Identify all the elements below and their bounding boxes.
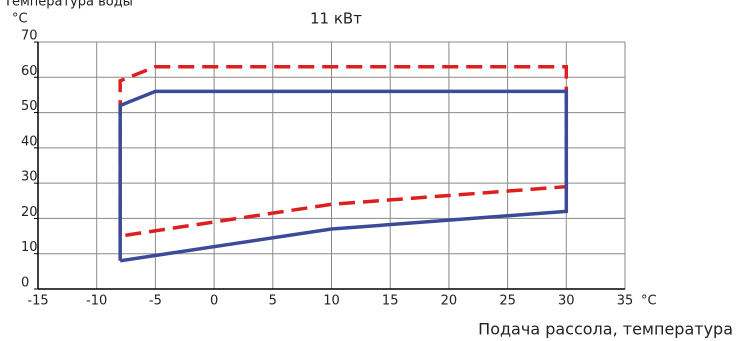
y-tick-label: 20 — [21, 205, 38, 220]
y-tick-label: 50 — [21, 99, 38, 114]
x-tick-label: 15 — [382, 294, 399, 309]
y-axis-title: Температура воды — [3, 0, 133, 10]
x-tick-label: 35 — [617, 294, 634, 309]
series-line — [118, 64, 569, 238]
y-tick-label: 10 — [21, 240, 38, 255]
x-tick-label: 20 — [441, 294, 458, 309]
x-tick-label: 10 — [323, 294, 340, 309]
y-tick-label: 60 — [21, 64, 38, 79]
x-axis-title: Подача рассола, температура — [478, 320, 733, 339]
y-tick-label: 70 — [21, 29, 38, 44]
x-axis-unit: °C — [641, 294, 657, 309]
y-tick-label: 0 — [21, 276, 29, 291]
x-tick-label: -10 — [86, 294, 107, 309]
x-tick-label: -15 — [27, 294, 48, 309]
y-tick-label: 40 — [21, 134, 38, 149]
y-axis-unit: °C — [12, 12, 28, 27]
series-line — [118, 89, 569, 263]
chart-title: 11 кВт — [310, 10, 362, 28]
x-tick-label: 25 — [499, 294, 516, 309]
x-tick-label: -5 — [149, 294, 162, 309]
x-tick-label: 5 — [269, 294, 277, 309]
y-tick-label: 30 — [21, 170, 38, 185]
x-tick-label: 30 — [558, 294, 575, 309]
x-tick-label: 0 — [210, 294, 218, 309]
